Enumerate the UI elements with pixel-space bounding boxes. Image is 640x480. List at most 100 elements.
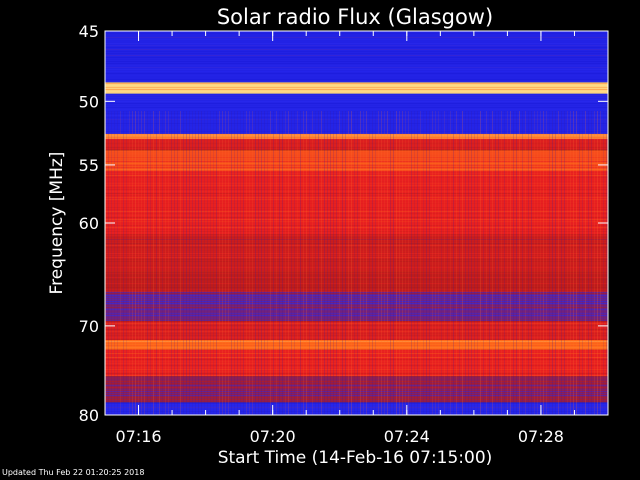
time-streak [126,111,127,415]
time-streak [417,111,418,415]
channel-stripe [105,107,608,108]
time-streak [288,111,289,415]
channel-stripe [105,331,608,332]
time-streak [597,111,598,415]
time-streak [216,111,217,415]
channel-stripe [105,149,608,150]
channel-stripe [105,323,608,324]
channel-stripe [105,43,608,44]
channel-stripe [105,311,608,312]
channel-stripe [105,305,608,306]
time-streak [513,111,514,415]
channel-stripe [105,257,608,258]
channel-stripe [105,251,608,252]
updated-timestamp: Updated Thu Feb 22 01:20:25 2018 [2,468,145,477]
channel-stripe [105,231,608,232]
time-streak [585,111,586,415]
time-streak [387,111,388,415]
channel-stripe [105,221,608,222]
time-streak [198,111,199,415]
time-streak [324,111,325,415]
channel-stripe [105,373,608,374]
time-streak [522,111,523,415]
channel-stripe [105,273,608,274]
time-streak [177,111,178,415]
channel-stripe [105,271,608,272]
spectrum-band [105,291,608,321]
channel-stripe [105,371,608,372]
channel-stripe [105,165,608,166]
channel-stripe [105,191,608,192]
time-streak [591,111,592,415]
channel-stripe [105,39,608,40]
time-streak [219,111,220,415]
channel-stripe [105,93,608,94]
channel-stripe [105,219,608,220]
time-streak [546,111,547,415]
time-streak [195,111,196,415]
channel-stripe [105,159,608,160]
y-tick-label: 50 [79,92,99,111]
channel-stripe [105,345,608,346]
time-streak [279,111,280,415]
channel-stripe [105,101,608,102]
time-streak [213,111,214,415]
channel-stripe [105,103,608,104]
time-streak [300,111,301,415]
time-streak [534,111,535,415]
channel-stripe [105,225,608,226]
channel-stripe [105,203,608,204]
channel-stripe [105,127,608,128]
time-streak [603,111,604,415]
time-streak [531,111,532,415]
time-streak [132,111,133,415]
channel-stripe [105,201,608,202]
channel-stripe [105,291,608,292]
channel-stripe [105,407,608,408]
channel-stripe [105,353,608,354]
channel-stripe [105,355,608,356]
time-streak [237,111,238,415]
channel-stripe [105,55,608,56]
channel-stripe [105,385,608,386]
time-streak [504,111,505,415]
time-streak [267,111,268,415]
time-streak [144,111,145,415]
time-streak [543,111,544,415]
time-streak [456,111,457,415]
time-streak [447,111,448,415]
channel-stripe [105,263,608,264]
channel-stripe [105,397,608,398]
channel-stripe [105,241,608,242]
channel-stripe [105,153,608,154]
channel-stripe [105,339,608,340]
channel-stripe [105,307,608,308]
time-streak [369,111,370,415]
time-streak [483,111,484,415]
channel-stripe [105,119,608,120]
channel-stripe [105,97,608,98]
time-streak [243,111,244,415]
time-streak [123,111,124,415]
channel-stripe [105,143,608,144]
time-streak [459,111,460,415]
channel-stripe [105,223,608,224]
channel-stripe [105,303,608,304]
time-streak [309,111,310,415]
channel-stripe [105,341,608,342]
channel-stripe [105,313,608,314]
time-streak [363,111,364,415]
channel-stripe [105,217,608,218]
time-streak [519,111,520,415]
time-streak [432,111,433,415]
channel-stripe [105,211,608,212]
time-streak [282,111,283,415]
channel-stripe [105,121,608,122]
y-tick-label: 55 [79,156,99,175]
time-streak [240,111,241,415]
spectrum-band [105,31,608,83]
time-streak [330,111,331,415]
channel-stripe [105,173,608,174]
channel-stripe [105,141,608,142]
time-streak [564,111,565,415]
